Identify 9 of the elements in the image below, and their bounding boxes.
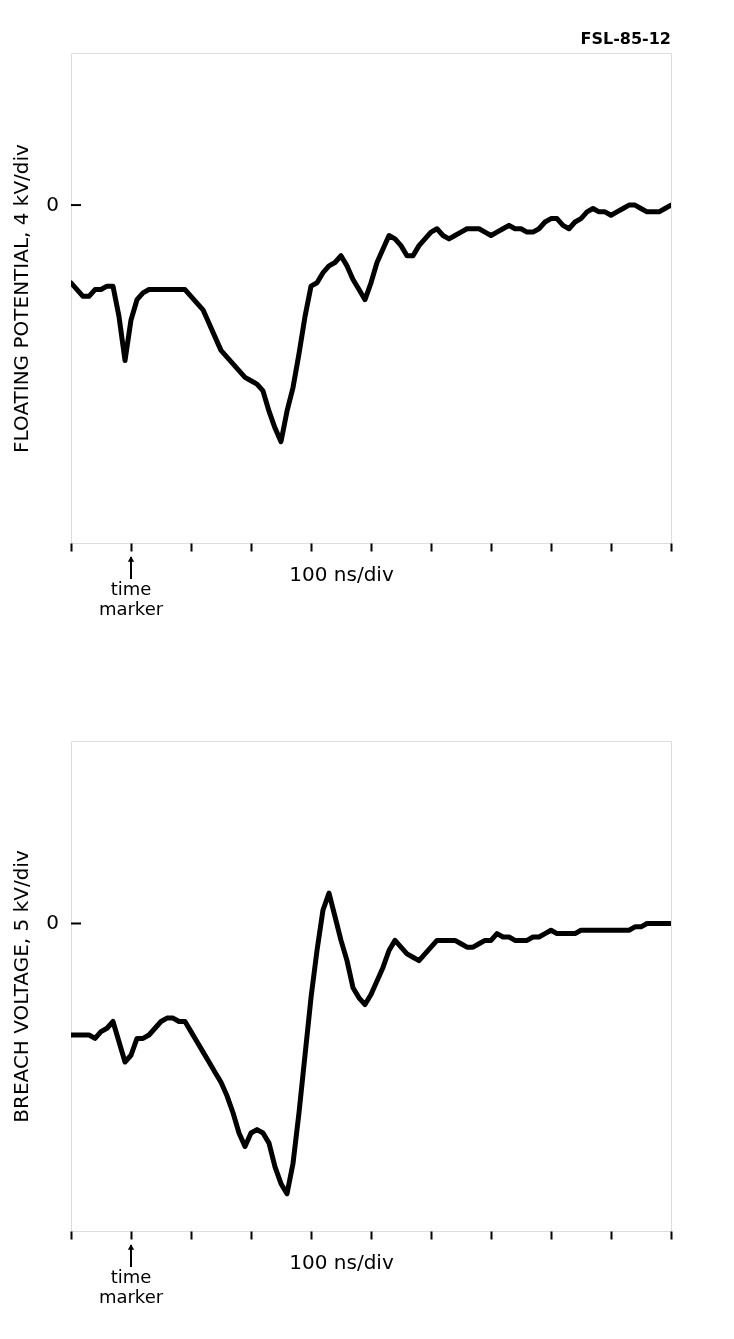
y-axis-title: FLOATING POTENTIAL, 4 kV/div xyxy=(8,143,33,453)
text: time marker xyxy=(98,1266,164,1307)
y-axis-title: BREACH VOLTAGE, 5 kV/div xyxy=(8,850,33,1123)
text: 0 xyxy=(46,192,59,217)
x-axis-title: 100 ns/div xyxy=(289,561,394,586)
x-axis-title: 100 ns/div xyxy=(289,1249,394,1274)
text: time marker xyxy=(98,578,164,619)
text: 0 xyxy=(46,910,59,935)
text: FSL-85-12 xyxy=(580,29,671,48)
